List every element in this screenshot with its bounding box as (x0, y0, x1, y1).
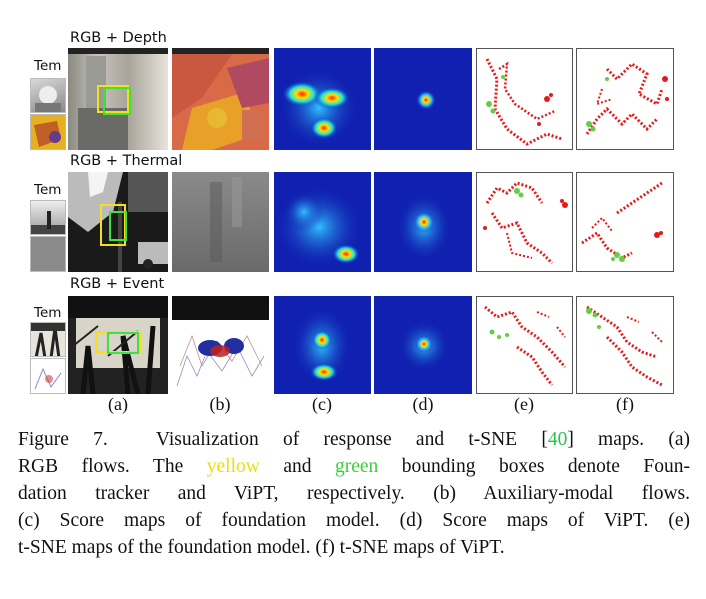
aux-flow-event (172, 296, 269, 394)
template-label-thermal: Tem (34, 182, 62, 198)
column-label-a: (a) (108, 394, 128, 414)
template-thumb-rgb-event (30, 322, 66, 357)
column-label-c: (c) (312, 394, 332, 414)
template-thumb-event (30, 358, 66, 394)
tsne-vipt-event (576, 296, 674, 394)
score-map-foundation-event (274, 296, 371, 394)
column-label-d: (d) (412, 394, 434, 414)
rgb-flow-thermal (68, 172, 168, 272)
caption-line-2: RGB flows. The yellow and green bounding… (18, 456, 690, 477)
column-label-e: (e) (514, 394, 534, 414)
template-thumb-thermal (30, 236, 66, 272)
aux-flow-thermal (172, 172, 269, 272)
tsne-foundation-depth (476, 48, 573, 150)
template-thumb-rgb-depth (30, 78, 66, 113)
rgb-flow-event (68, 296, 168, 394)
green-word: green (334, 456, 379, 477)
template-label-event: Tem (34, 305, 62, 321)
figure-caption: Figure 7. Visualization of response and … (18, 426, 690, 561)
aux-flow-depth (172, 48, 269, 150)
caption-line-1: Figure 7. Visualization of response and … (18, 429, 690, 450)
column-label-b: (b) (209, 394, 231, 414)
score-map-vipt-depth (374, 48, 472, 150)
tsne-foundation-thermal (476, 172, 573, 272)
score-map-foundation-depth (274, 48, 371, 150)
caption-line-4: (c) Score maps of foundation model. (d) … (18, 510, 690, 531)
column-label-f: (f) (616, 394, 634, 414)
citation-link[interactable]: 40 (547, 429, 568, 450)
row-title-depth: RGB + Depth (70, 30, 167, 46)
template-label-depth: Tem (34, 58, 62, 74)
score-map-foundation-thermal (274, 172, 371, 272)
yellow-word: yellow (206, 456, 260, 477)
caption-line-3: dation tracker and ViPT, respectively. (… (18, 483, 690, 504)
figure-label: Figure 7. (18, 429, 108, 450)
template-thumb-rgb-thermal (30, 200, 66, 235)
tsne-vipt-depth (576, 48, 674, 150)
row-title-thermal: RGB + Thermal (70, 153, 183, 169)
rgb-flow-depth (68, 48, 168, 150)
score-map-vipt-event (374, 296, 472, 394)
tsne-foundation-event (476, 296, 573, 394)
row-title-event: RGB + Event (70, 276, 165, 292)
tsne-vipt-thermal (576, 172, 674, 272)
score-map-vipt-thermal (374, 172, 472, 272)
caption-line-5: t-SNE maps of the foundation model. (f) … (18, 537, 505, 558)
template-thumb-depth (30, 114, 66, 150)
